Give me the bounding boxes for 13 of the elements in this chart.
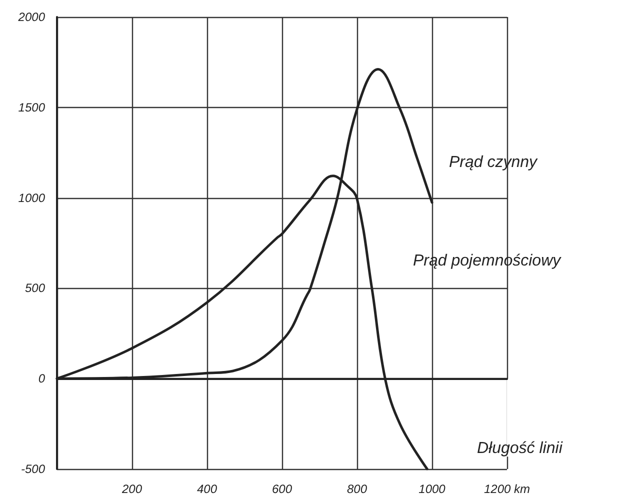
y-tick-label: 500 (24, 281, 46, 296)
y-tick-label: 1000 (18, 190, 46, 205)
y-tick-label: 2000 (17, 10, 46, 24)
x-tick-label: 600 (272, 482, 292, 495)
x-tick-label: 1000 (418, 482, 446, 495)
x-tick-label: 200 (120, 482, 142, 495)
x-tick-label: 800 (346, 482, 368, 495)
x-tick-label: 400 (196, 482, 218, 495)
y-tick-label: -500 (20, 462, 46, 476)
y-tick-label: 1500 (18, 100, 46, 114)
x-tick-label: 1200 km (484, 482, 530, 495)
x-axis-title: Długość linii (477, 440, 563, 458)
y-tick-label: 0 (38, 372, 46, 386)
